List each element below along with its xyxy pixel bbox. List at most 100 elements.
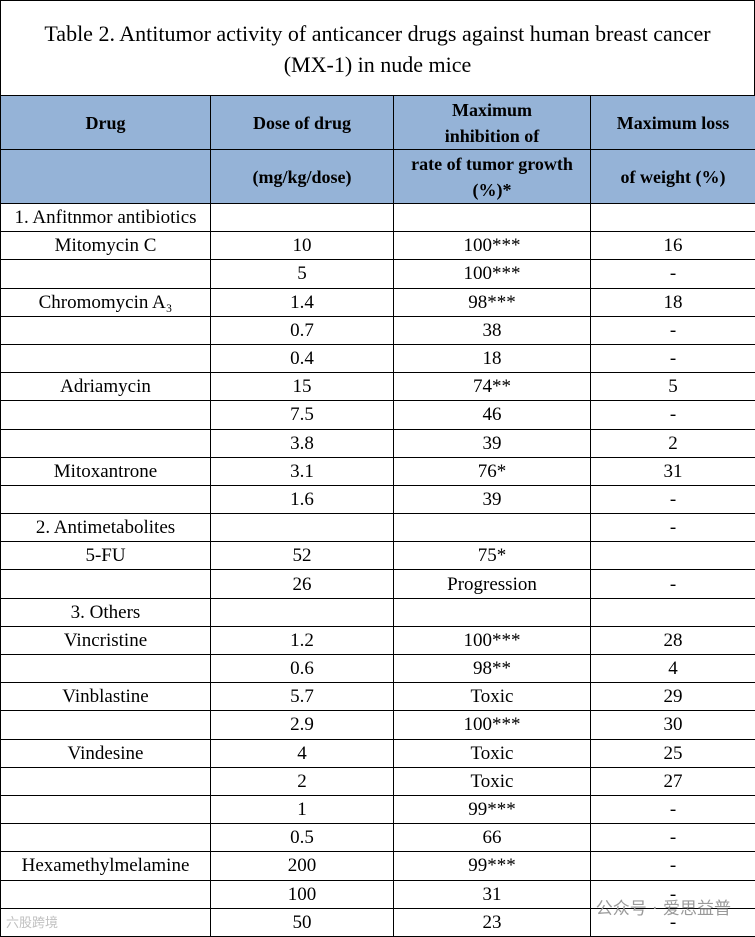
table-row: 1 99*** -	[0, 794, 755, 825]
table-cell: 3.1	[210, 456, 394, 486]
table-cell: 31	[590, 456, 755, 486]
table-cell: 38	[393, 315, 591, 345]
table-row: Vinblastine 5.7 Toxic 29	[0, 682, 755, 712]
table-cell: 30	[590, 710, 755, 740]
table-cell: 1.6	[210, 484, 394, 515]
table-cell: 4	[590, 653, 755, 684]
header-row: Drug Dose of drug Maximum inhibition of …	[0, 95, 755, 150]
table-row: 1.6 39-	[0, 484, 755, 515]
table-cell: -	[590, 823, 755, 853]
table-row: 5-FU 52 75*	[0, 541, 755, 571]
table-cell	[0, 879, 211, 909]
table-row: 50 23-	[0, 907, 755, 937]
table-cell: 5	[590, 372, 755, 402]
table-cell: 28	[590, 625, 755, 656]
table-row: 0.4 18-	[0, 343, 755, 374]
table-cell	[0, 259, 211, 289]
table-cell	[0, 428, 211, 458]
table-row: 1. Anfitnmor antibiotics	[0, 202, 755, 233]
table-row: Adriamycin 15 74** 5	[0, 372, 755, 402]
table-cell: Mitoxantrone	[0, 456, 211, 486]
table-cell: 0.7	[210, 315, 394, 345]
table-cell	[0, 484, 211, 515]
table-row: Hexamethylmelamine 200 99*** -	[0, 851, 755, 881]
table-cell: Hexamethylmelamine	[0, 851, 211, 881]
table-cell: 25	[590, 738, 755, 768]
table-cell: 16	[590, 231, 755, 261]
table-row: 7.5 46-	[0, 400, 755, 430]
table-cell: 31	[393, 879, 591, 909]
table-cell: -	[590, 851, 755, 881]
table-cell: 5-FU	[0, 541, 211, 571]
table-cell: 5.7	[210, 682, 394, 712]
table-cell: -	[590, 569, 755, 599]
table-cell: 0.4	[210, 343, 394, 374]
table-cell	[590, 597, 755, 627]
table-cell: 75*	[393, 541, 591, 571]
table-cell: Chromomycin A₃	[0, 287, 211, 317]
table-row: 2 Toxic 27	[0, 766, 755, 796]
table-cell: 2.9	[210, 710, 394, 740]
table-row: 2. Antimetabolites -	[0, 513, 755, 543]
table-cell: Toxic	[393, 738, 591, 768]
table-cell: Toxic	[393, 682, 591, 712]
watermark: 六股跨境	[6, 916, 59, 931]
header-cell: rate of tumor growth (%)*	[393, 149, 591, 204]
table-cell	[210, 513, 394, 543]
table-cell: -	[590, 400, 755, 430]
watermark: 公众号 · 爱思益普	[595, 899, 731, 919]
table-cell: -	[590, 513, 755, 543]
table-cell: 1	[210, 794, 394, 825]
table-cell	[0, 907, 211, 937]
table-row: 100 31-	[0, 879, 755, 909]
table-cell: -	[590, 879, 755, 909]
table-cell: 1.4	[210, 287, 394, 317]
table-cell: 200	[210, 851, 394, 881]
table-cell: 100***	[393, 259, 591, 289]
table-cell: -	[590, 484, 755, 515]
table-cell	[393, 597, 591, 627]
table-cell: -	[590, 794, 755, 825]
table-cell	[0, 400, 211, 430]
table-cell	[0, 794, 211, 825]
header-cell: Drug	[0, 95, 211, 150]
table-cell: 39	[393, 484, 591, 515]
table-cell: 26	[210, 569, 394, 599]
table-cell	[590, 541, 755, 571]
table-cell	[393, 513, 591, 543]
table-cell: 99***	[393, 851, 591, 881]
table-row: Vindesine 4 Toxic 25	[0, 738, 755, 768]
table-cell: 27	[590, 766, 755, 796]
table-cell: 15	[210, 372, 394, 402]
table-cell: 99***	[393, 794, 591, 825]
table-row: 26 Progression -	[0, 569, 755, 599]
table-cell: 1.2	[210, 625, 394, 656]
table-cell	[0, 766, 211, 796]
table-cell: 100***	[393, 625, 591, 656]
table-cell: 23	[393, 907, 591, 937]
table-row: 0.5 66-	[0, 823, 755, 853]
table-row: 3.8 39 2	[0, 428, 755, 458]
data-table: Drug Dose of drug Maximum inhibition of …	[0, 95, 755, 937]
table-cell: Mitomycin C	[0, 231, 211, 261]
table-cell: 74**	[393, 372, 591, 402]
table-cell: 52	[210, 541, 394, 571]
table-row: 2.9 100*** 30	[0, 710, 755, 740]
table-cell: Toxic	[393, 766, 591, 796]
table-cell	[590, 202, 755, 233]
table-row: Mitomycin C 10 100*** 16	[0, 231, 755, 261]
table-title: Table 2. Antitumor activity of anticance…	[0, 0, 755, 95]
table-cell: Progression	[393, 569, 591, 599]
table-cell: 0.5	[210, 823, 394, 853]
table-cell	[0, 315, 211, 345]
table-row: 0.7 38-	[0, 315, 755, 345]
table-cell: 3. Others	[0, 597, 211, 627]
header-cell: Maximum inhibition of	[393, 95, 591, 150]
table-cell: 7.5	[210, 400, 394, 430]
table-row: 3. Others	[0, 597, 755, 627]
table-cell: 100***	[393, 710, 591, 740]
table-cell	[210, 202, 394, 233]
table-cell: 5	[210, 259, 394, 289]
table-cell: 50	[210, 907, 394, 937]
